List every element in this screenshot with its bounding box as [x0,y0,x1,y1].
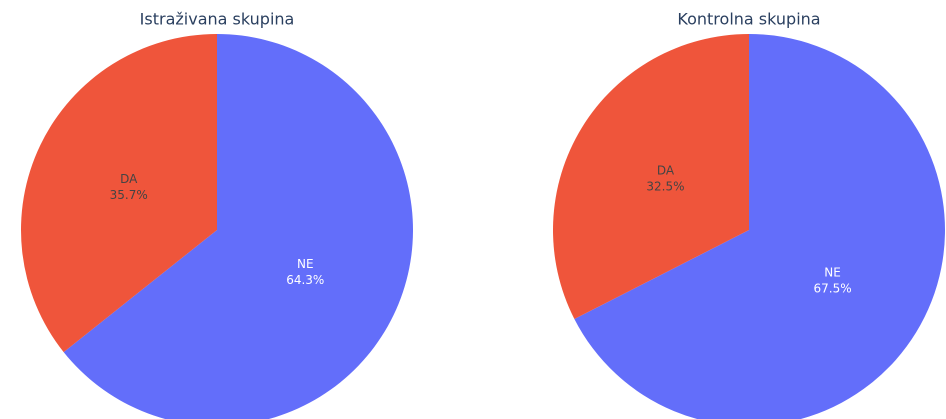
chart-title: Kontrolna skupina [677,10,820,29]
slice-value-label: 67.5% [813,282,851,296]
pie-slice [21,34,217,353]
pie-slice [553,34,749,319]
slice-value-label: 35.7% [110,188,148,202]
slice-label: DA [657,163,675,177]
slice-value-label: 32.5% [646,179,684,193]
slice-label: NE [297,257,314,271]
chart-title: Istraživana skupina [140,10,295,29]
slice-value-label: 64.3% [286,273,324,287]
slice-label: DA [120,172,138,186]
pie-slice [63,34,413,419]
slice-label: NE [824,266,841,280]
pie-slice [574,34,945,419]
